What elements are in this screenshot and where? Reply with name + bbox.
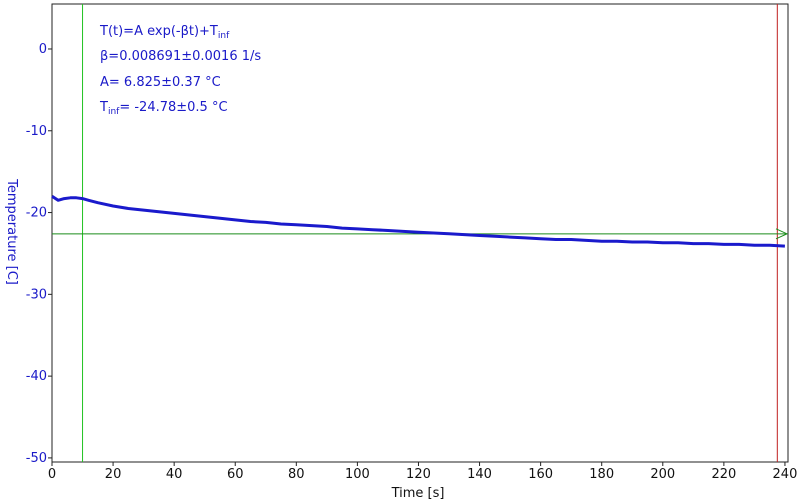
x-tick-label: 160 bbox=[528, 467, 553, 482]
x-tick-label: 20 bbox=[105, 467, 122, 482]
y-axis-ticks: 0 -10 -20 -30 -40 -50 bbox=[26, 42, 52, 466]
y-tick-label: -10 bbox=[26, 124, 47, 139]
x-tick-label: 120 bbox=[406, 467, 431, 482]
annotation-amplitude: A= 6.825±0.37 °C bbox=[100, 75, 221, 90]
x-axis-ticks: 0 20 40 60 80 100 120 140 160 180 200 220 240 bbox=[48, 462, 798, 482]
annotations: T(t)=A exp(-βt)+Tinf β=0.008691±0.0016 1… bbox=[99, 24, 261, 117]
horizontal-marker-arrow bbox=[775, 228, 789, 240]
y-tick-label: -50 bbox=[26, 451, 47, 466]
x-tick-label: 40 bbox=[166, 467, 183, 482]
y-tick-label: 0 bbox=[39, 42, 47, 57]
x-tick-label: 240 bbox=[773, 467, 798, 482]
x-tick-label: 60 bbox=[227, 467, 244, 482]
annotation-formula: T(t)=A exp(-βt)+Tinf bbox=[99, 24, 230, 41]
series-line bbox=[51, 194, 785, 248]
annotation-tinf: Tinf= -24.78±0.5 °C bbox=[99, 100, 228, 117]
y-tick-label: -30 bbox=[26, 287, 47, 302]
x-tick-label: 80 bbox=[288, 467, 305, 482]
x-tick-label: 200 bbox=[650, 467, 675, 482]
x-tick-label: 220 bbox=[711, 467, 736, 482]
x-tick-label: 180 bbox=[589, 467, 614, 482]
x-tick-label: 100 bbox=[345, 467, 370, 482]
y-axis-title: Temperature [C] bbox=[4, 178, 19, 285]
annotation-beta: β=0.008691±0.0016 1/s bbox=[100, 49, 261, 64]
y-tick-label: -40 bbox=[26, 369, 47, 384]
x-tick-label: 0 bbox=[48, 467, 56, 482]
x-axis-title: Time [s] bbox=[391, 486, 445, 501]
y-tick-label: -20 bbox=[26, 206, 47, 221]
markers bbox=[52, 4, 789, 462]
x-tick-label: 140 bbox=[467, 467, 492, 482]
